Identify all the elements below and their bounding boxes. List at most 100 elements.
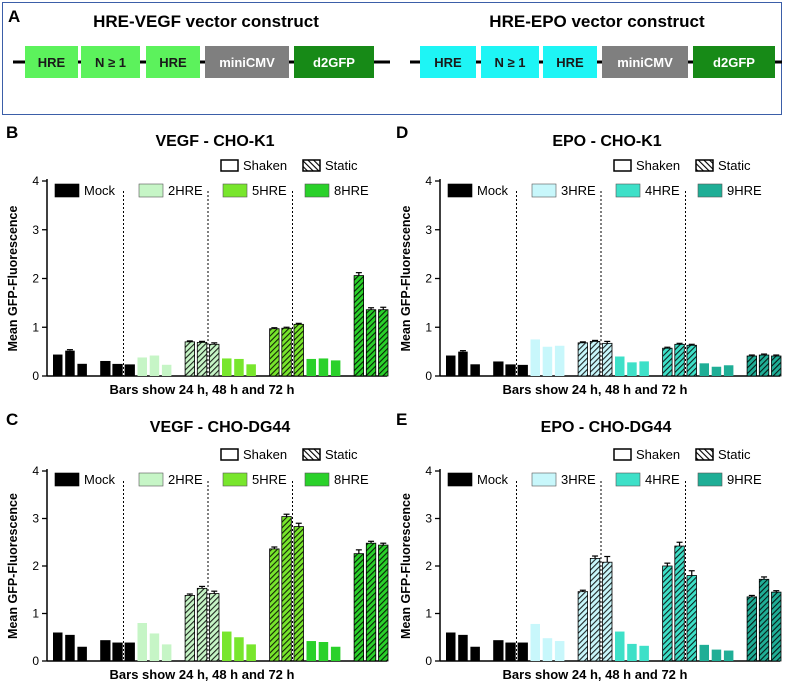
y-tick-label: 4 xyxy=(425,174,432,188)
construct-element-box xyxy=(205,46,289,78)
bar-shaken-9hre xyxy=(699,644,709,661)
x-axis-label: Bars show 24 h, 48 h and 72 h xyxy=(110,382,295,397)
legend-static-swatch xyxy=(695,448,714,461)
legend-swatch-3hre xyxy=(531,472,557,487)
legend-shaken-label: Shaken xyxy=(636,158,680,173)
legend-label-4hre: 4HRE xyxy=(645,472,680,487)
legend-swatch-9hre xyxy=(697,472,723,487)
panel-label: E xyxy=(396,410,407,429)
bar-shaken-mock xyxy=(446,355,456,376)
y-tick-label: 1 xyxy=(425,320,432,334)
construct-element-label: HRE xyxy=(434,55,462,70)
bar-static-mock-outline xyxy=(505,364,516,377)
chart-title: EPO - CHO-K1 xyxy=(552,133,661,150)
bar-shaken-8hre xyxy=(306,641,316,661)
chart-panel-e: E EPO - CHO-DG44 Mean GFP-Fluorescence Bars… xyxy=(396,410,782,682)
legend-label-5hre: 5HRE xyxy=(252,472,287,487)
bar-static-3hre-hatch xyxy=(578,591,588,661)
legend-label-8hre: 8HRE xyxy=(334,183,369,198)
bar-shaken-mock xyxy=(458,351,468,376)
legend-swatch-3hre xyxy=(531,183,557,198)
bar-shaken-5hre xyxy=(234,358,244,376)
bar-static-3hre-hatch xyxy=(602,562,612,661)
legend-swatch-4hre xyxy=(615,472,641,487)
bar-static-4hre-hatch xyxy=(687,575,697,661)
bar-static-mock-outline xyxy=(124,364,135,377)
bar-static-mock-outline xyxy=(517,642,528,662)
legend-label-9hre: 9HRE xyxy=(727,472,762,487)
panel-label: D xyxy=(396,123,408,142)
bar-shaken-mock xyxy=(53,632,63,661)
legend-label-5hre: 5HRE xyxy=(252,183,287,198)
y-tick-label: 3 xyxy=(425,223,432,237)
bar-static-mock-hatch xyxy=(100,640,111,661)
legend-label-mock: Mock xyxy=(84,183,116,198)
bar-shaken-mock xyxy=(458,634,468,661)
legend-swatch-5hre xyxy=(222,472,248,487)
construct-element-label: N ≥ 1 xyxy=(95,55,126,70)
construct-element-box xyxy=(602,46,688,78)
bar-static-9hre-hatch xyxy=(759,355,769,376)
legend-shaken-swatch xyxy=(613,448,632,461)
panel-label: C xyxy=(6,410,18,429)
y-tick-label: 2 xyxy=(32,559,39,573)
bar-shaken-4hre xyxy=(627,362,637,376)
construct-element-box xyxy=(294,46,374,78)
bar-static-2hre-hatch xyxy=(209,344,219,376)
construct-element-box xyxy=(25,46,78,78)
legend-static-label: Static xyxy=(325,447,358,462)
bar-static-5hre-hatch xyxy=(269,328,280,376)
bar-static-9hre-hatch xyxy=(747,356,757,376)
bar-static-mock-outline xyxy=(505,642,516,662)
panel-label: B xyxy=(6,123,18,142)
bar-shaken-mock xyxy=(65,634,75,661)
bar-shaken-3hre xyxy=(554,641,565,661)
construct-title: HRE-VEGF vector construct xyxy=(93,12,319,31)
bar-static-mock-hatch xyxy=(125,642,135,661)
bar-static-mock-hatch xyxy=(518,365,528,376)
bar-static-4hre-hatch xyxy=(674,344,685,376)
bar-shaken-2hre xyxy=(149,355,160,376)
x-axis-label: Bars show 24 h, 48 h and 72 h xyxy=(110,667,295,682)
bar-shaken-2hre xyxy=(161,364,172,376)
legend-label-2hre: 2HRE xyxy=(168,183,203,198)
bar-static-3hre-hatch xyxy=(590,341,600,376)
legend-label-9hre: 9HRE xyxy=(727,183,762,198)
bar-shaken-9hre xyxy=(723,650,734,661)
y-axis-label: Mean GFP-Fluorescence xyxy=(6,206,20,352)
bar-shaken-mock xyxy=(53,354,63,376)
y-tick-label: 4 xyxy=(32,464,39,478)
bar-static-5hre-hatch xyxy=(294,324,304,376)
bar-static-8hre-hatch xyxy=(354,553,364,661)
bar-shaken-9hre xyxy=(711,649,722,661)
bar-shaken-8hre xyxy=(306,358,316,376)
bar-shaken-9hre xyxy=(711,366,722,376)
bar-static-4hre-hatch xyxy=(674,546,685,661)
legend-swatch-mock xyxy=(447,183,473,198)
legend-swatch-8hre xyxy=(304,472,330,487)
construct-element-label: HRE xyxy=(556,55,584,70)
legend-label-mock: Mock xyxy=(84,472,116,487)
bar-static-mock-hatch xyxy=(112,642,123,661)
bar-shaken-mock xyxy=(446,632,456,661)
construct-title: HRE-EPO vector construct xyxy=(489,12,705,31)
bar-static-mock-outline xyxy=(493,361,504,377)
charts: B VEGF - CHO-K1 Mean GFP-Fluorescence Bars … xyxy=(6,123,782,682)
bar-shaken-9hre xyxy=(699,363,709,376)
bar-shaken-4hre xyxy=(639,645,649,661)
bar-shaken-3hre xyxy=(554,345,565,376)
bar-shaken-2hre xyxy=(161,644,172,661)
construct-element-label: d2GFP xyxy=(313,55,355,70)
bar-static-9hre-hatch xyxy=(771,592,781,661)
bar-static-9hre-hatch xyxy=(771,356,781,376)
x-axis-label: Bars show 24 h, 48 h and 72 h xyxy=(503,667,688,682)
y-axis-label: Mean GFP-Fluorescence xyxy=(399,493,413,639)
bar-shaken-5hre xyxy=(234,637,244,661)
bar-shaken-2hre xyxy=(137,623,147,661)
chart-panel-b: B VEGF - CHO-K1 Mean GFP-Fluorescence Bars … xyxy=(6,123,389,397)
bar-static-5hre-hatch xyxy=(281,328,292,376)
bar-shaken-4hre xyxy=(627,643,637,661)
legend-shaken-swatch xyxy=(220,159,239,172)
legend-static-label: Static xyxy=(718,447,751,462)
